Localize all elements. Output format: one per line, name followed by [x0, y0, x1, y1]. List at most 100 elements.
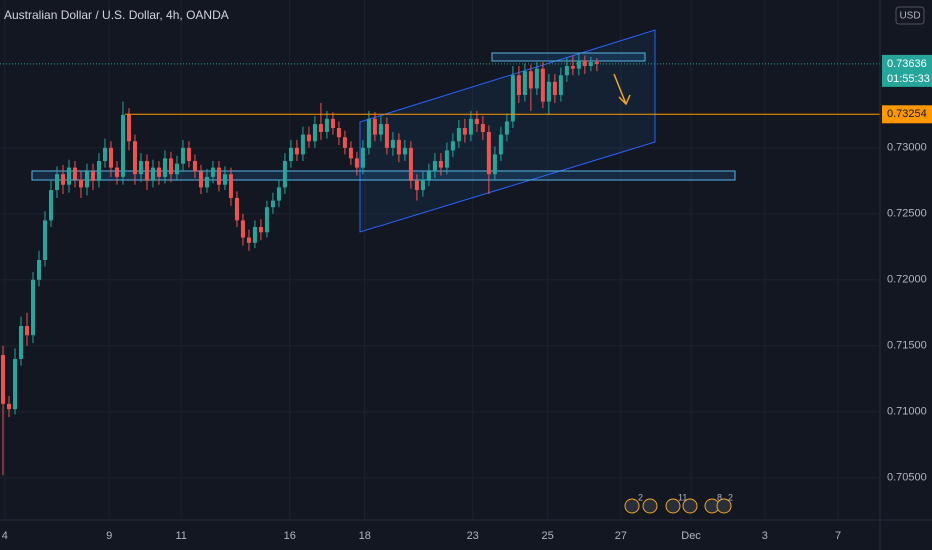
x-tick-label: 18 [359, 530, 371, 542]
candle-body [318, 124, 323, 132]
support-zone [31, 170, 736, 181]
candle-body [456, 128, 461, 142]
candle-body [90, 171, 95, 181]
x-tick-label: 23 [467, 530, 479, 542]
candle-body [528, 71, 533, 89]
candle-body [114, 167, 119, 177]
candle-body [222, 174, 227, 185]
candle-body [462, 128, 467, 135]
arrow [613, 73, 631, 106]
candle-body [336, 128, 341, 138]
x-tick-label: 4 [2, 530, 8, 542]
candle-body [360, 147, 365, 168]
chart-title: Australian Dollar / U.S. Dollar, 4h, OAN… [4, 8, 229, 22]
candle-body [366, 118, 371, 148]
candle-body [324, 118, 329, 132]
candle-body [102, 147, 107, 162]
candle-body [42, 220, 47, 260]
event-count: 11 [678, 492, 687, 502]
x-tick-label: 27 [615, 530, 627, 542]
candle-body [216, 167, 221, 185]
events: 2 11 8 2 [624, 492, 733, 514]
candle-body [372, 118, 377, 135]
candle-body [384, 124, 389, 148]
candle-body [468, 118, 473, 135]
candle-body [144, 161, 149, 181]
candle-body [480, 124, 485, 132]
event-icon [665, 498, 681, 514]
candle-body [594, 62, 599, 64]
candle-body [24, 325, 29, 336]
candle-body [96, 161, 101, 181]
event-count: 2 [638, 492, 643, 502]
currency: USD [899, 11, 920, 22]
x-tick-label: 7 [835, 530, 841, 542]
candle-body [540, 68, 545, 102]
event-icon [716, 498, 732, 514]
candle-body [198, 171, 203, 188]
candle-body [492, 154, 497, 175]
level-label-bg [882, 105, 932, 124]
candle-body [150, 167, 155, 181]
axis-labels: 0.70500 0.71000 0.71500 0.72000 0.72500 0.730… [2, 54, 932, 542]
candle-body [126, 114, 131, 142]
candle-body [156, 167, 161, 177]
candle-body [192, 161, 197, 172]
candle-body [294, 147, 299, 155]
candle-body [558, 75, 563, 96]
candle-body [474, 118, 479, 125]
candle-body [228, 174, 233, 198]
x-tick-label: 25 [542, 530, 554, 542]
candle-body [498, 134, 503, 155]
candle-body [576, 60, 581, 69]
candle-body [330, 118, 335, 129]
candle-body [270, 200, 275, 208]
last-price-label: 0.73636 [887, 58, 927, 70]
candle-body [18, 325, 23, 359]
candle-body [306, 134, 311, 142]
currency-badge [895, 6, 925, 25]
candle-body [402, 147, 407, 155]
candle-body [162, 158, 167, 177]
candle-body [210, 167, 215, 177]
candle-body [552, 81, 557, 96]
candle-body [264, 207, 269, 233]
x-tick-label: 16 [284, 530, 296, 542]
candle-body [108, 147, 113, 168]
event-icon [624, 498, 640, 514]
candle-body [252, 227, 257, 243]
candle-body [378, 124, 383, 135]
candle-body [12, 358, 17, 410]
candle-body [534, 68, 539, 89]
event-icon [642, 498, 658, 514]
candle-body [282, 161, 287, 188]
y-tick-label: 0.70500 [887, 472, 927, 484]
candle-body [246, 237, 251, 243]
candle-body [522, 71, 527, 96]
candle-body [54, 174, 59, 191]
candle-body [300, 134, 305, 155]
event-count: 8 [717, 492, 722, 502]
candle-body [510, 75, 515, 122]
candle-body [78, 179, 83, 188]
candle-body [30, 279, 35, 336]
x-tick-label: 9 [106, 530, 112, 542]
x-tick-label: Dec [681, 530, 701, 542]
candle-body [288, 147, 293, 162]
candle-body [348, 147, 353, 159]
candle-body [564, 65, 569, 76]
candle-body [504, 121, 509, 135]
candle-body [234, 197, 239, 221]
candle-body [168, 158, 173, 175]
x-tick-label: 11 [175, 530, 186, 542]
candle-body [204, 176, 209, 188]
candle-body [426, 171, 431, 180]
plot [0, 52, 880, 476]
candle-body [258, 227, 263, 233]
candle-body [72, 167, 77, 180]
candle-body [582, 60, 587, 66]
candle-body [444, 150, 449, 168]
event-icon [682, 498, 698, 514]
